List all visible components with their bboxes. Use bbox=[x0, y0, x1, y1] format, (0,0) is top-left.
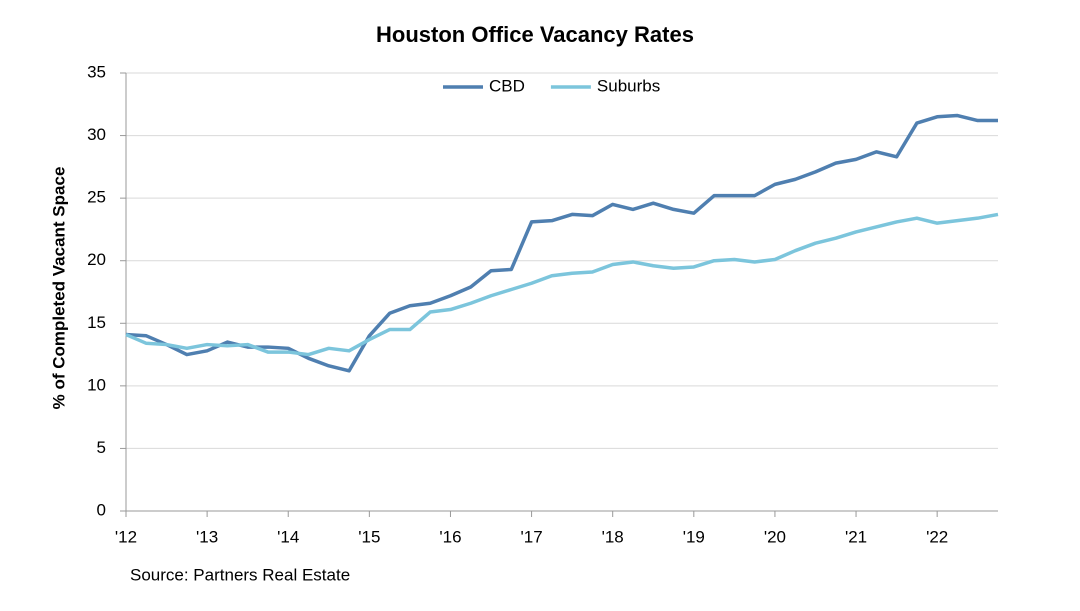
x-tick-label: '17 bbox=[521, 527, 543, 546]
legend-label: Suburbs bbox=[597, 76, 660, 95]
legend-label: CBD bbox=[489, 76, 525, 95]
line-series bbox=[125, 113, 998, 373]
x-tick-label: '14 bbox=[277, 527, 299, 546]
x-tick-label: '22 bbox=[926, 527, 948, 546]
y-axis-label: % of Completed Vacant Space bbox=[49, 167, 68, 410]
x-tick-label: '21 bbox=[845, 527, 867, 546]
x-tick-label: '19 bbox=[683, 527, 705, 546]
y-tick-label: 15 bbox=[87, 313, 106, 332]
x-tick-label: '12 bbox=[115, 527, 137, 546]
line-series bbox=[125, 212, 999, 357]
y-tick-label: 25 bbox=[87, 188, 106, 207]
x-tick-label: '15 bbox=[358, 527, 380, 546]
x-tick-label: '18 bbox=[602, 527, 624, 546]
x-tick-label: '20 bbox=[764, 527, 786, 546]
y-tick-label: 0 bbox=[97, 500, 106, 519]
y-tick-label: 10 bbox=[87, 375, 106, 394]
y-tick-label: 35 bbox=[87, 62, 106, 81]
y-tick-label: 5 bbox=[97, 438, 106, 457]
chart-title: Houston Office Vacancy Rates bbox=[376, 22, 694, 47]
y-tick-label: 20 bbox=[87, 250, 106, 269]
x-tick-label: '16 bbox=[439, 527, 461, 546]
x-tick-label: '13 bbox=[196, 527, 218, 546]
y-tick-label: 30 bbox=[87, 125, 106, 144]
source-note: Source: Partners Real Estate bbox=[130, 565, 350, 584]
